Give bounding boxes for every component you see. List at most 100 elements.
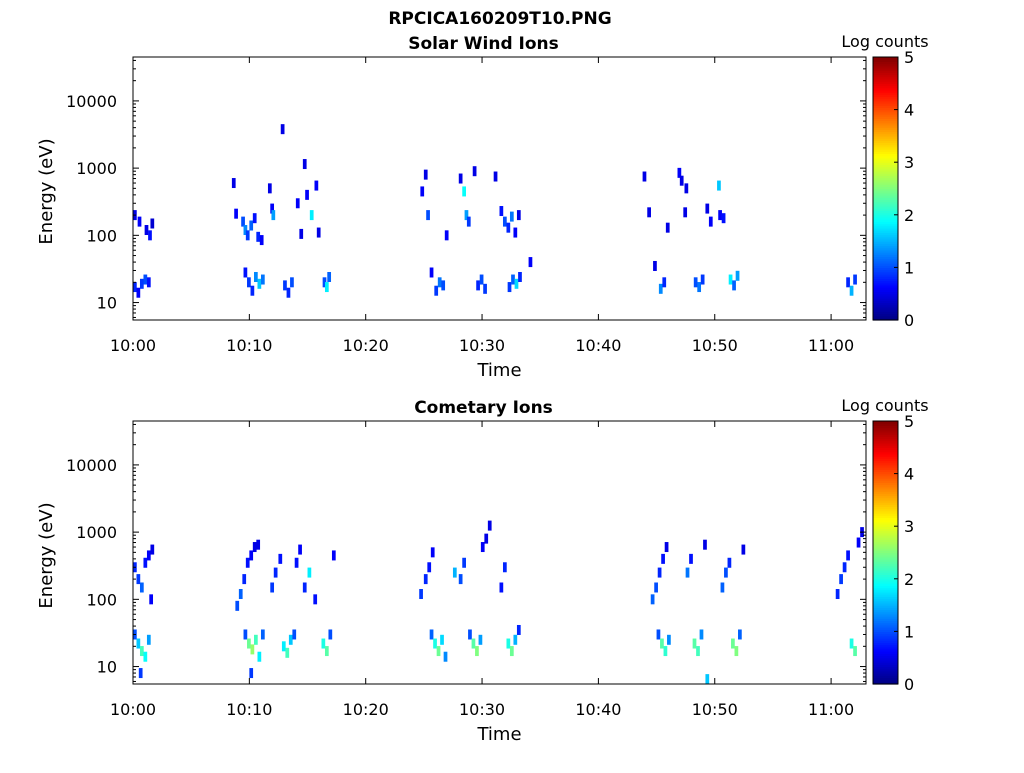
colorbar-segment bbox=[873, 449, 898, 453]
y-tick-label: 1000 bbox=[76, 523, 117, 542]
heatmap-cell bbox=[243, 267, 248, 278]
heatmap-cell bbox=[280, 124, 285, 135]
heatmap-cell bbox=[509, 211, 514, 222]
heatmap-cell bbox=[247, 277, 251, 288]
colorbar-segment bbox=[873, 232, 898, 236]
colorbar-segment bbox=[873, 133, 898, 137]
colorbar-segment bbox=[873, 456, 898, 459]
heatmap-cell bbox=[514, 278, 519, 289]
colorbar-segment bbox=[873, 243, 898, 247]
colorbar-segment bbox=[873, 460, 898, 464]
x-axis-label: Time bbox=[476, 724, 521, 745]
colorbar-segment bbox=[873, 637, 898, 641]
heatmap-cell bbox=[657, 567, 662, 578]
colorbar-segment bbox=[873, 127, 898, 130]
colorbar-segment bbox=[873, 87, 898, 91]
colorbar-segment bbox=[873, 140, 898, 144]
heatmap-cell bbox=[507, 282, 512, 293]
colorbar-segment bbox=[873, 109, 898, 113]
colorbar-segment bbox=[873, 504, 898, 508]
colorbar-segment bbox=[873, 276, 898, 279]
colorbar-segment bbox=[873, 616, 898, 619]
colorbar-segment bbox=[873, 289, 898, 293]
heatmap-cell bbox=[727, 557, 732, 568]
x-tick-label: 10:30 bbox=[459, 700, 505, 719]
colorbar-segment bbox=[873, 89, 898, 93]
colorbar-tick-label: 0 bbox=[904, 311, 914, 330]
colorbar-segment bbox=[873, 315, 898, 319]
colorbar-segment bbox=[873, 149, 898, 152]
colorbar-segment bbox=[873, 627, 898, 630]
x-axis-label: Time bbox=[476, 360, 521, 381]
heatmap-cell bbox=[679, 175, 684, 186]
heatmap-cell bbox=[256, 231, 261, 242]
colorbar-segment bbox=[873, 195, 898, 198]
colorbar-segment bbox=[873, 576, 898, 580]
colorbar-segment bbox=[873, 216, 898, 220]
colorbar-segment bbox=[873, 453, 898, 457]
heatmap-cell bbox=[273, 567, 278, 578]
x-tick-label: 10:00 bbox=[110, 700, 156, 719]
colorbar-segment bbox=[873, 631, 898, 635]
colorbar-segment bbox=[873, 280, 898, 284]
colorbar-segment bbox=[873, 304, 898, 308]
heatmap-cell bbox=[433, 638, 437, 649]
colorbar-segment bbox=[873, 265, 898, 268]
colorbar-segment bbox=[873, 92, 898, 95]
colorbar-segment bbox=[873, 475, 898, 479]
heatmap-cell bbox=[440, 634, 444, 645]
colorbar-segment bbox=[873, 526, 898, 529]
colorbar-segment bbox=[873, 208, 898, 212]
heatmap-cell bbox=[235, 600, 240, 611]
heatmap-cell bbox=[705, 674, 710, 685]
heatmap-cell bbox=[502, 562, 507, 573]
colorbar-segment bbox=[873, 517, 898, 521]
colorbar-segment bbox=[873, 103, 898, 106]
colorbar-segment bbox=[873, 293, 898, 297]
colorbar-segment bbox=[873, 524, 898, 527]
heatmap-cell bbox=[243, 629, 248, 640]
colorbar-segment bbox=[873, 175, 898, 179]
panel-title: Cometary Ions bbox=[414, 398, 553, 418]
colorbar-segment bbox=[873, 146, 898, 150]
colorbar-segment bbox=[873, 166, 898, 170]
colorbar-segment bbox=[873, 600, 898, 604]
colorbar-segment bbox=[873, 484, 898, 488]
heatmap-cell bbox=[516, 210, 521, 221]
colorbar-segment bbox=[873, 124, 898, 128]
heatmap-cell bbox=[741, 544, 746, 555]
heatmap-cell bbox=[234, 208, 238, 219]
colorbar-segment bbox=[873, 269, 898, 273]
colorbar-segment bbox=[873, 122, 898, 126]
heatmap-cell bbox=[252, 542, 257, 553]
heatmap-cell bbox=[238, 589, 243, 600]
colorbar-segment bbox=[873, 530, 898, 534]
colorbar-segment bbox=[873, 313, 898, 317]
colorbar-segment bbox=[873, 548, 898, 551]
colorbar-segment bbox=[873, 83, 898, 87]
colorbar-segment bbox=[873, 633, 898, 637]
colorbar-tick-label: 5 bbox=[904, 48, 914, 67]
colorbar-segment bbox=[873, 263, 898, 266]
heatmap-cell bbox=[143, 274, 148, 285]
colorbar-segment bbox=[873, 245, 898, 249]
heatmap-cell bbox=[728, 274, 733, 285]
heatmap-cell bbox=[703, 539, 707, 550]
heatmap-cell bbox=[502, 216, 507, 227]
heatmap-cell bbox=[499, 206, 504, 217]
colorbar-segment bbox=[873, 61, 898, 65]
colorbar-segment bbox=[873, 256, 898, 260]
colorbar-tick-label: 1 bbox=[904, 258, 914, 277]
colorbar-segment bbox=[873, 675, 898, 679]
colorbar-segment bbox=[873, 502, 898, 505]
colorbar-segment bbox=[873, 59, 898, 62]
colorbar-segment bbox=[873, 467, 898, 470]
colorbar-segment bbox=[873, 646, 898, 650]
colorbar-segment bbox=[873, 142, 898, 146]
colorbar-segment bbox=[873, 602, 898, 606]
heatmap-cell bbox=[700, 274, 705, 285]
colorbar-segment bbox=[873, 129, 898, 133]
heatmap-cell bbox=[483, 283, 487, 294]
colorbar-segment bbox=[873, 664, 898, 668]
